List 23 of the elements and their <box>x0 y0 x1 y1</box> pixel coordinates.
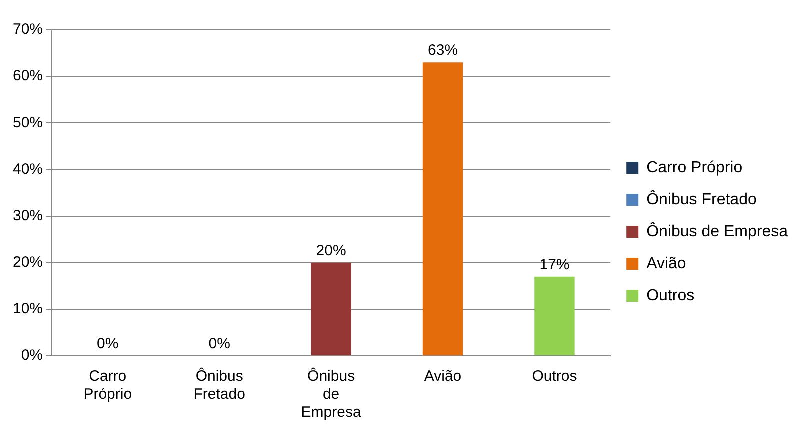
y-tick-label: 10% <box>12 300 44 318</box>
y-tick-label: 0% <box>21 347 44 364</box>
x-tick-label: Carro Próprio <box>84 368 132 404</box>
y-tick-label: 30% <box>12 207 44 224</box>
legend-label: Carro Próprio <box>646 159 743 176</box>
legend-label: Ônibus Fretado <box>646 190 757 208</box>
x-tick-label: Ônibus de Empresa <box>301 367 362 422</box>
y-tick-label: 40% <box>12 160 44 178</box>
legend-label: Outros <box>646 287 695 304</box>
data-label: 17% <box>540 256 570 274</box>
x-tick-label: Ônibus Fretado <box>194 367 246 404</box>
x-tick-label: Avião <box>424 368 462 386</box>
y-tick-label: 50% <box>12 114 44 132</box>
y-tick-label: 70% <box>12 21 44 38</box>
data-label: 0% <box>208 336 230 353</box>
data-label: 20% <box>316 242 346 260</box>
legend-label: Avião <box>646 255 686 272</box>
legend-label: Ônibus de Empresa <box>646 222 788 240</box>
data-label: 0% <box>97 336 119 353</box>
y-tick-label: 20% <box>12 254 44 271</box>
y-tick-label: 60% <box>12 68 44 85</box>
x-tick-label: Outros <box>532 368 578 386</box>
data-label: 63% <box>428 42 458 60</box>
